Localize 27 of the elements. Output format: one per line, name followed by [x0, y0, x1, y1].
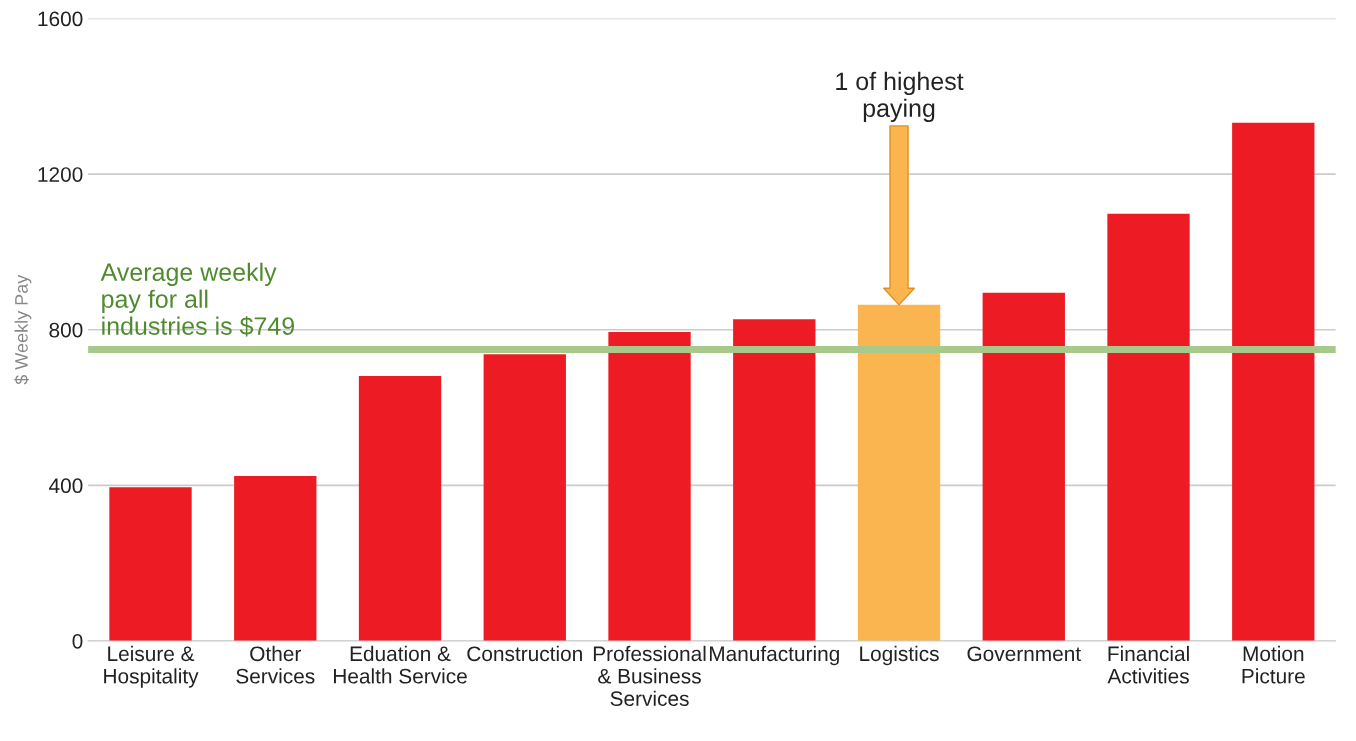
ref-line-label: Average weekly pay for all industries is $749 [100, 262, 294, 337]
y-tick-label: 800 [49, 322, 83, 338]
x-tick-label: Construction [467, 645, 582, 662]
bar [109, 487, 192, 641]
y-tick-label: 1600 [38, 11, 83, 27]
x-tick-label: Manufacturing [709, 645, 839, 666]
x-tick-label: Other Services [236, 645, 315, 684]
bar [483, 354, 566, 641]
x-tick-label: Eduation & Health Service [333, 645, 467, 684]
bar [234, 476, 317, 641]
x-tick-label: Government [967, 646, 1081, 662]
y-axis-title: $ Weekly Pay [14, 274, 32, 385]
bar [1232, 122, 1315, 641]
bar [1107, 213, 1190, 641]
y-tick-label: 0 [72, 633, 83, 649]
bar [608, 332, 691, 641]
annotation: 1 of highest paying [836, 71, 964, 123]
x-tick-label: Financial Activities [1107, 645, 1189, 684]
y-tick-label: 1200 [38, 167, 83, 182]
x-tick-label: Logistics [860, 645, 939, 666]
bar [982, 292, 1065, 641]
x-tick-label: Professional & Business Services [593, 645, 706, 707]
y-tick-label: 400 [49, 478, 83, 494]
bar [733, 319, 816, 641]
x-tick-label: Motion Picture [1242, 645, 1305, 684]
x-tick-label: Leisure & Hospitality [104, 645, 199, 688]
bar [358, 376, 442, 641]
